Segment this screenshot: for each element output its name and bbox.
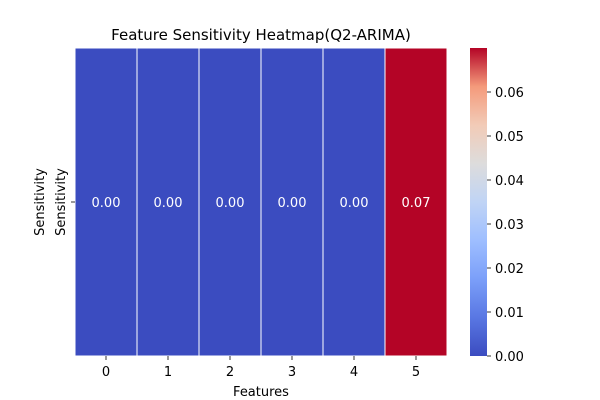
colorbar-tick-label: 0.01 (495, 306, 524, 321)
heatmap-cell (74, 47, 138, 357)
cell-annotation: 0.00 (154, 196, 183, 211)
colorbar-ticks: 0.00 0.01 0.02 0.03 0.04 0.05 0.06 (487, 86, 524, 365)
x-tick-label: 4 (350, 365, 358, 380)
x-tick-label: 5 (412, 365, 420, 380)
cell-annotation: 0.07 (402, 196, 431, 211)
cell-annotation: 0.00 (340, 196, 369, 211)
cell-annotation: 0.00 (216, 196, 245, 211)
y-axis-label: Sensitivity (33, 168, 48, 236)
colorbar-tick-label: 0.03 (495, 218, 524, 233)
x-tick-label: 1 (164, 365, 172, 380)
colorbar (470, 48, 487, 356)
colorbar-tick-label: 0.06 (495, 86, 524, 101)
heatmap-cells: 0.00 0.00 0.00 0.00 0.00 0.07 (74, 47, 448, 357)
heatmap-cell (198, 47, 262, 357)
cell-annotation: 0.00 (278, 196, 307, 211)
colorbar-tick-label: 0.04 (495, 174, 524, 189)
colorbar-tick-label: 0.00 (495, 350, 524, 365)
x-axis-label: Features (233, 385, 289, 400)
colorbar-tick-label: 0.05 (495, 130, 524, 145)
y-tick-label: Sensitivity (54, 168, 69, 236)
heatmap-cell (322, 47, 386, 357)
heatmap-cell (260, 47, 324, 357)
x-tick-label: 0 (102, 365, 110, 380)
x-axis-ticks: 0 1 2 3 4 5 (102, 356, 420, 380)
cell-annotation: 0.00 (92, 196, 121, 211)
x-tick-label: 3 (288, 365, 296, 380)
x-tick-label: 2 (226, 365, 234, 380)
y-axis-ticks: Sensitivity (54, 168, 75, 236)
chart-title: Feature Sensitivity Heatmap(Q2-ARIMA) (111, 26, 411, 44)
heatmap-cell (384, 47, 448, 357)
heatmap-cell (136, 47, 200, 357)
colorbar-tick-label: 0.02 (495, 262, 524, 277)
